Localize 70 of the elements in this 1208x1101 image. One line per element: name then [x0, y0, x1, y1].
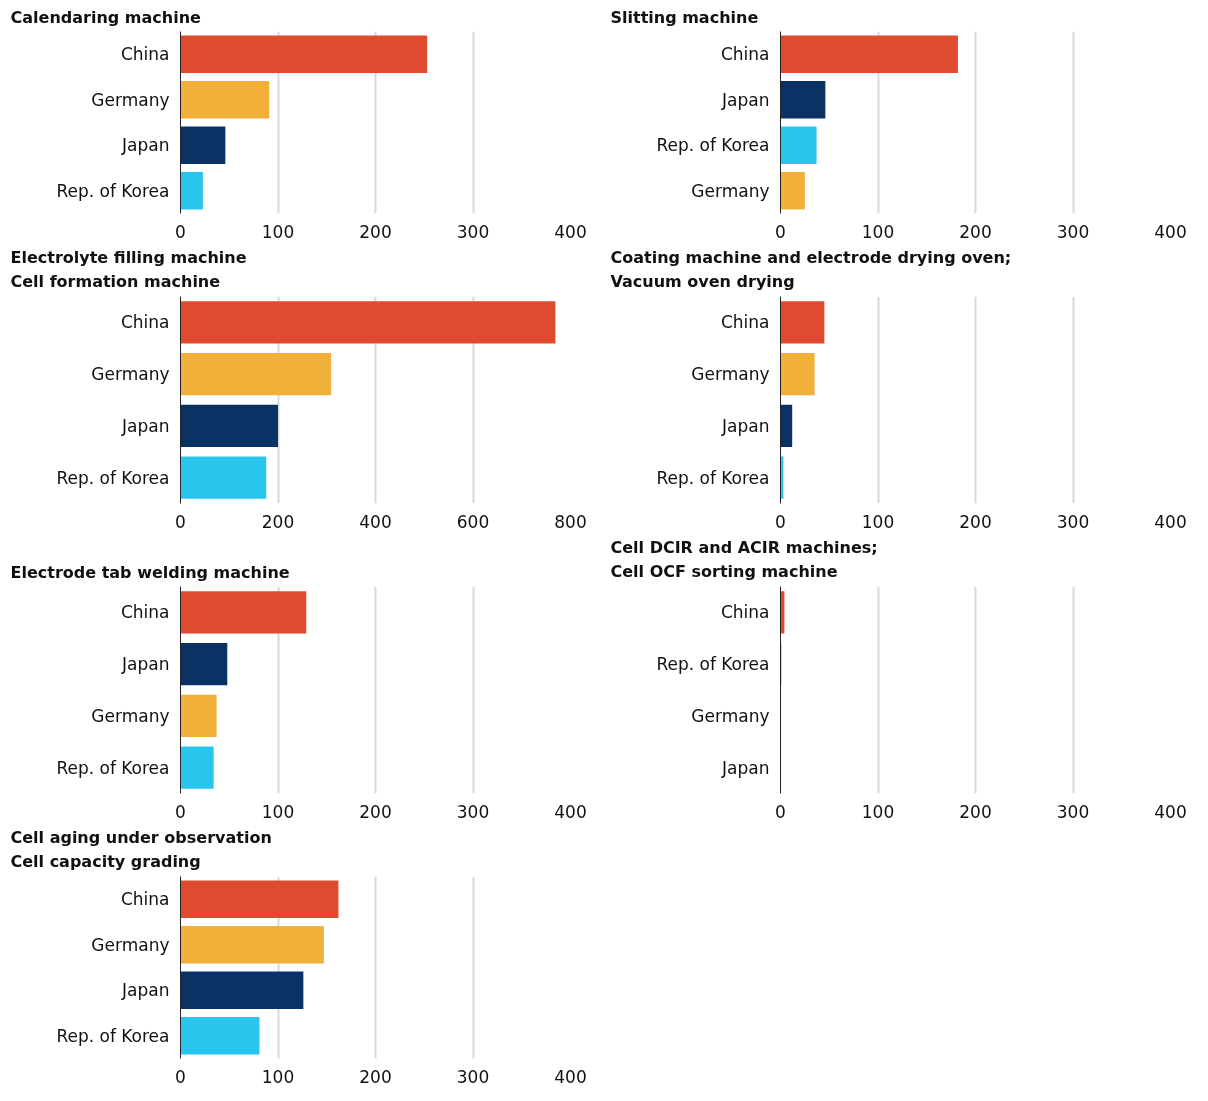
y-tick-label: China	[120, 889, 170, 910]
y-tick-label: Germany	[91, 89, 170, 110]
x-tick-label: 0	[775, 221, 786, 242]
x-tick-label: 200	[359, 801, 392, 822]
chart-title: Electrolyte filling machine Cell formation machine	[10, 247, 247, 292]
y-tick-label: China	[720, 312, 770, 333]
chart-title: Electrode tab welding machine	[10, 562, 290, 582]
y-tick-label: China	[120, 312, 170, 333]
y-tick-label: Germany	[691, 364, 770, 385]
x-tick-label: 800	[554, 511, 587, 532]
x-tick-label: 300	[1056, 801, 1090, 822]
y-tick-label: Germany	[691, 180, 770, 201]
x-tick-label: 100	[861, 511, 895, 532]
x-tick-label: 400	[1154, 221, 1187, 242]
x-tick-label: 0	[175, 221, 186, 242]
x-tick-label: 400	[359, 511, 392, 532]
x-tick-label: 400	[554, 1066, 587, 1087]
y-tick-label: Japan	[721, 415, 770, 436]
x-tick-label: 300	[1056, 221, 1090, 242]
x-tick-label: 0	[175, 511, 186, 532]
y-tick-label: Germany	[691, 705, 770, 726]
x-tick-label: 100	[261, 1066, 295, 1087]
y-tick-label: Rep. of Korea	[56, 757, 170, 778]
y-tick-label: China	[120, 602, 170, 623]
y-tick-label: Germany	[91, 364, 170, 385]
x-tick-label: 0	[775, 801, 786, 822]
chart-title: Slitting machine	[610, 7, 759, 27]
chart-title: Coating machine and electrode drying oven; Vacuum oven drying	[610, 247, 1012, 292]
y-tick-label: Rep. of Korea	[656, 135, 770, 156]
x-tick-label: 200	[959, 801, 992, 822]
y-tick-label: Japan	[721, 89, 770, 110]
y-tick-label: Germany	[91, 705, 170, 726]
y-tick-label: Rep. of Korea	[56, 180, 170, 201]
x-tick-label: 200	[959, 221, 992, 242]
y-tick-label: Japan	[121, 135, 170, 156]
y-tick-label: Rep. of Korea	[56, 1025, 170, 1046]
y-tick-label: Rep. of Korea	[56, 467, 170, 488]
x-tick-label: 200	[959, 511, 992, 532]
y-tick-label: Rep. of Korea	[656, 467, 770, 488]
x-tick-label: 200	[261, 511, 295, 532]
y-tick-label: Germany	[91, 934, 170, 955]
y-tick-label: China	[720, 602, 770, 623]
x-tick-label: 300	[456, 801, 490, 822]
x-tick-label: 400	[1154, 801, 1187, 822]
x-tick-label: 400	[554, 221, 587, 242]
x-tick-label: 0	[175, 1066, 186, 1087]
chart-title: Cell aging under observation Cell capacity grading	[10, 827, 272, 872]
x-tick-label: 300	[456, 1066, 490, 1087]
y-tick-label: Japan	[721, 757, 770, 778]
y-tick-label: Rep. of Korea	[656, 654, 770, 675]
x-tick-label: 400	[1154, 511, 1187, 532]
y-tick-label: China	[120, 44, 170, 65]
chart-title: Cell DCIR and ACIR machines; Cell OCF sorting machine	[610, 537, 878, 582]
x-tick-label: 100	[261, 801, 295, 822]
x-tick-label: 0	[775, 511, 786, 532]
y-tick-label: China	[720, 44, 770, 65]
x-tick-label: 300	[1056, 511, 1090, 532]
x-tick-label: 100	[861, 801, 895, 822]
x-tick-label: 400	[554, 801, 587, 822]
chart-title: Calendaring machine	[10, 7, 202, 27]
y-tick-label: Japan	[121, 980, 170, 1001]
x-tick-label: 100	[861, 221, 895, 242]
x-tick-label: 0	[175, 801, 186, 822]
y-tick-label: Japan	[121, 654, 170, 675]
x-tick-label: 100	[261, 221, 295, 242]
x-tick-label: 600	[456, 511, 490, 532]
x-tick-label: 300	[456, 221, 490, 242]
x-tick-label: 200	[359, 221, 392, 242]
y-tick-label: Japan	[121, 415, 170, 436]
x-tick-label: 200	[359, 1066, 392, 1087]
